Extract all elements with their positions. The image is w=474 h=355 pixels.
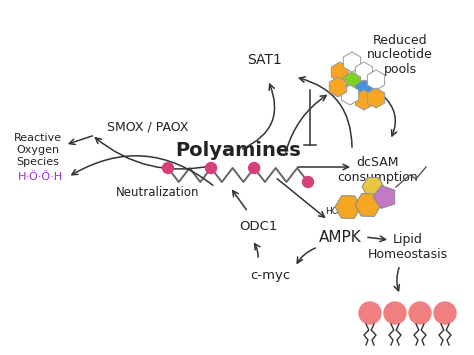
Circle shape xyxy=(249,163,260,174)
Text: Lipid
Homeostasis: Lipid Homeostasis xyxy=(368,233,448,261)
Text: AMPK: AMPK xyxy=(319,229,361,245)
Text: Reduced
nucleotide
pools: Reduced nucleotide pools xyxy=(367,33,433,76)
Circle shape xyxy=(384,302,406,324)
Text: SMOX / PAOX: SMOX / PAOX xyxy=(107,120,189,133)
Text: SAT1: SAT1 xyxy=(247,53,283,67)
Circle shape xyxy=(359,302,381,324)
Text: HO: HO xyxy=(325,207,339,215)
Text: c-myc: c-myc xyxy=(250,268,290,282)
Circle shape xyxy=(434,302,456,324)
Text: H·Ö·Ö·H: H·Ö·Ö·H xyxy=(18,172,63,182)
Circle shape xyxy=(163,163,173,174)
Text: Neutralization: Neutralization xyxy=(116,186,200,198)
Text: ODC1: ODC1 xyxy=(239,220,277,234)
Circle shape xyxy=(206,163,217,174)
Text: Polyamines: Polyamines xyxy=(175,141,301,159)
Circle shape xyxy=(409,302,431,324)
Circle shape xyxy=(302,176,313,187)
Text: dcSAM
consumption: dcSAM consumption xyxy=(337,156,419,184)
Text: Reactive
Oxygen
Species: Reactive Oxygen Species xyxy=(14,133,62,166)
